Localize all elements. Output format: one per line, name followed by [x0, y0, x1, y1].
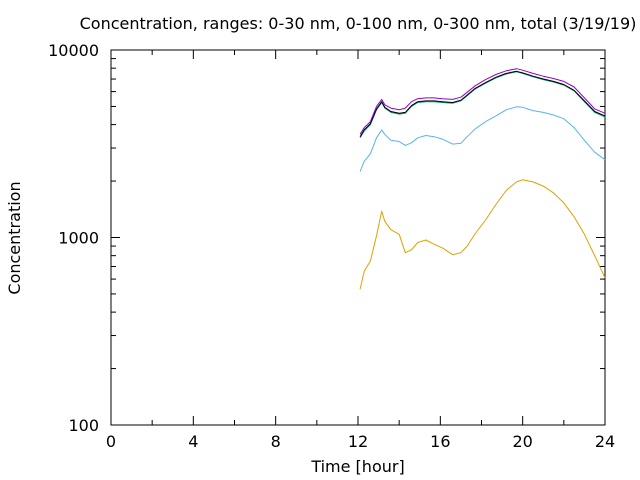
- y-tick-label: 100: [68, 416, 99, 435]
- x-tick-label: 24: [595, 432, 615, 451]
- x-tick-label: 16: [430, 432, 450, 451]
- series-line: [359, 71, 606, 139]
- x-tick-label: 12: [348, 432, 368, 451]
- y-tick-label: 1000: [58, 229, 99, 248]
- x-tick-label: 4: [188, 432, 198, 451]
- plot-frame: [110, 49, 606, 426]
- series-line: [359, 106, 606, 172]
- series-group: [359, 68, 606, 290]
- series-line: [359, 179, 606, 290]
- x-axis-label: Time [hour]: [310, 457, 404, 476]
- x-tick-label: 0: [106, 432, 116, 451]
- series-line: [359, 70, 606, 137]
- axis-ticks: 0 4 8 12 16 20 24 100 1000 10000: [48, 41, 615, 451]
- x-tick-label: 8: [271, 432, 281, 451]
- y-axis-label: Concentration: [5, 181, 24, 294]
- series-line: [359, 68, 606, 135]
- y-tick-label: 10000: [48, 41, 99, 60]
- x-tick-label: 20: [512, 432, 532, 451]
- chart-title: Concentration, ranges: 0-30 nm, 0-100 nm…: [80, 14, 637, 33]
